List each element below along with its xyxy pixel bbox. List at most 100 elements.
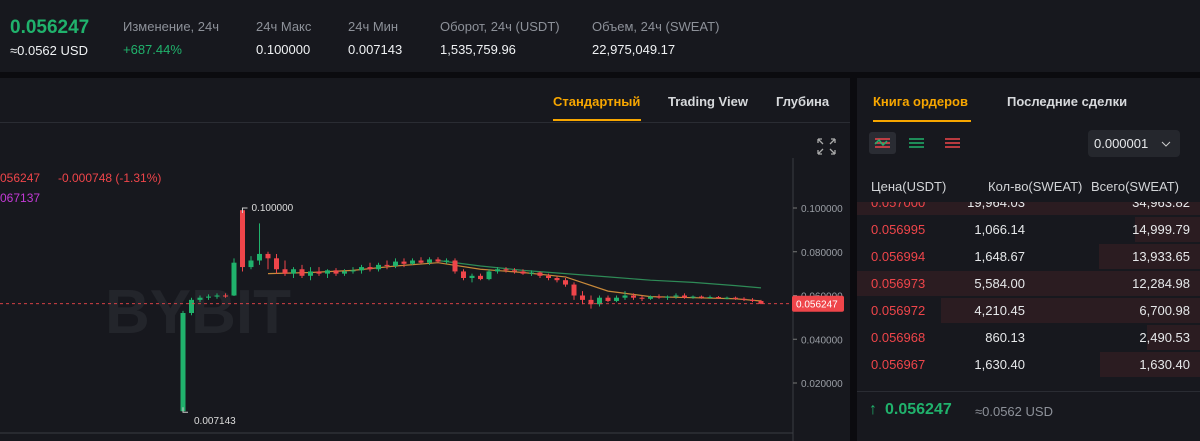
candle-body	[724, 297, 730, 299]
candle-body	[461, 271, 466, 278]
legend-change: -0.000748 (-1.31%)	[58, 171, 161, 185]
candle-body	[537, 272, 543, 276]
order-total: 2,490.53	[1139, 330, 1190, 345]
candle-body	[614, 297, 619, 301]
candle-body	[359, 267, 364, 271]
order-total: 13,933.65	[1132, 249, 1190, 264]
stat-value: 0.100000	[256, 42, 311, 57]
stat-label: Оборот, 24ч (USDT)	[440, 19, 560, 34]
candle-body	[631, 295, 636, 298]
candle-body	[189, 299, 194, 313]
candle-body	[741, 298, 747, 300]
order-qty: 4,210.45	[974, 303, 1025, 318]
column-header: Всего(SWEAT)	[1091, 179, 1180, 194]
candle-body	[299, 269, 305, 276]
order-row: 0.056995 1,066.14 14,999.79	[857, 216, 1200, 243]
candle-body	[495, 269, 500, 272]
tab[interactable]: Последние сделки	[1007, 94, 1128, 109]
candle-body	[401, 261, 407, 264]
candle-body	[716, 297, 721, 299]
candle-body	[673, 295, 679, 297]
order-total: 12,284.98	[1132, 276, 1190, 291]
stat-value: 0.007143	[348, 42, 403, 57]
order-book: Книга ордеров Последние сделки 0.000001 …	[857, 78, 1200, 441]
order-row: 0.057000 19,964.03 34,963.82	[857, 202, 1200, 216]
candle-body	[384, 264, 390, 266]
stat-value: 1,535,759.96	[440, 42, 516, 57]
order-row: 0.056968 860.13 2,490.53	[857, 324, 1200, 351]
depth-bar	[941, 298, 1200, 323]
candle-body	[563, 280, 568, 285]
price-usd: ≈0.0562 USD	[10, 43, 88, 58]
candle-body	[682, 295, 687, 298]
candle-body	[444, 260, 449, 262]
candle-body	[707, 297, 713, 299]
candle-body	[393, 261, 398, 266]
candle-body	[427, 259, 432, 263]
candle-body	[469, 275, 475, 278]
expand-icon[interactable]	[817, 138, 836, 155]
candle-body	[342, 271, 347, 274]
depth-bar	[1099, 352, 1200, 377]
candle-body	[257, 253, 262, 261]
stat-label: Объем, 24ч (SWEAT)	[592, 19, 720, 34]
tab-underline	[553, 119, 641, 121]
last-price-usd: ≈0.0562 USD	[975, 404, 1053, 419]
candle-body	[248, 260, 254, 268]
candle-body	[733, 297, 738, 299]
y-tick-label: 0.080000	[801, 248, 843, 259]
precision-dropdown[interactable]: 0.000001	[1088, 130, 1180, 157]
tab[interactable]: Глубина	[776, 94, 830, 109]
view-icons[interactable]	[869, 132, 969, 156]
order-total: 14,999.79	[1132, 222, 1190, 237]
candle-body	[503, 269, 509, 271]
candle-body	[656, 296, 662, 298]
order-price: 0.056967	[871, 357, 926, 372]
order-total: 6,700.98	[1139, 303, 1190, 318]
low-label: 0.007143	[194, 416, 236, 427]
candle-body	[197, 297, 203, 300]
candle-body	[316, 271, 322, 274]
candle-body	[690, 296, 696, 298]
tab-underline	[873, 120, 971, 122]
depth-bar	[857, 202, 1200, 215]
candle-body	[478, 275, 483, 280]
candle-body	[240, 210, 245, 268]
candle-body	[206, 296, 211, 298]
tab[interactable]: Trading View	[668, 94, 748, 109]
candle-body	[529, 272, 534, 274]
last-price-box	[792, 295, 844, 312]
divider	[0, 122, 850, 123]
order-qty: 1,630.40	[974, 357, 1025, 372]
tab[interactable]: Книга ордеров	[873, 94, 968, 109]
candle-body	[758, 300, 764, 304]
candle-body	[308, 271, 313, 276]
candle-body	[554, 278, 560, 281]
candle-body	[597, 297, 602, 305]
depth-bar	[1147, 325, 1200, 350]
stat-value: 22,975,049.17	[592, 42, 676, 57]
order-price: 0.056972	[871, 303, 926, 318]
order-row: 0.056972 4,210.45 6,700.98	[857, 297, 1200, 324]
last-price: 0.056247	[885, 401, 952, 418]
candle-body	[410, 260, 415, 264]
order-qty: 1,648.67	[974, 249, 1025, 264]
order-price: 0.056994	[871, 249, 926, 264]
tab[interactable]: Стандартный	[553, 94, 641, 109]
candle-body	[282, 269, 288, 274]
order-qty: 860.13	[985, 330, 1025, 345]
depth-bar	[857, 271, 1200, 296]
arrow-up: ↑	[869, 401, 877, 418]
y-tick-label: 0.040000	[801, 335, 843, 346]
candle-body	[546, 275, 551, 278]
high-marker	[242, 207, 248, 213]
candle-body	[350, 270, 356, 272]
order-row: 0.056973 5,584.00 12,284.98	[857, 270, 1200, 297]
candle-body	[452, 260, 458, 272]
order-row: 0.056967 1,630.40 1,630.40	[857, 351, 1200, 378]
chart-panel: Стандартный Trading View Глубина BYBIT 0.…	[0, 78, 850, 441]
candle-body	[605, 297, 611, 301]
order-price: 0.057000	[871, 202, 926, 210]
candle-body	[512, 270, 517, 272]
